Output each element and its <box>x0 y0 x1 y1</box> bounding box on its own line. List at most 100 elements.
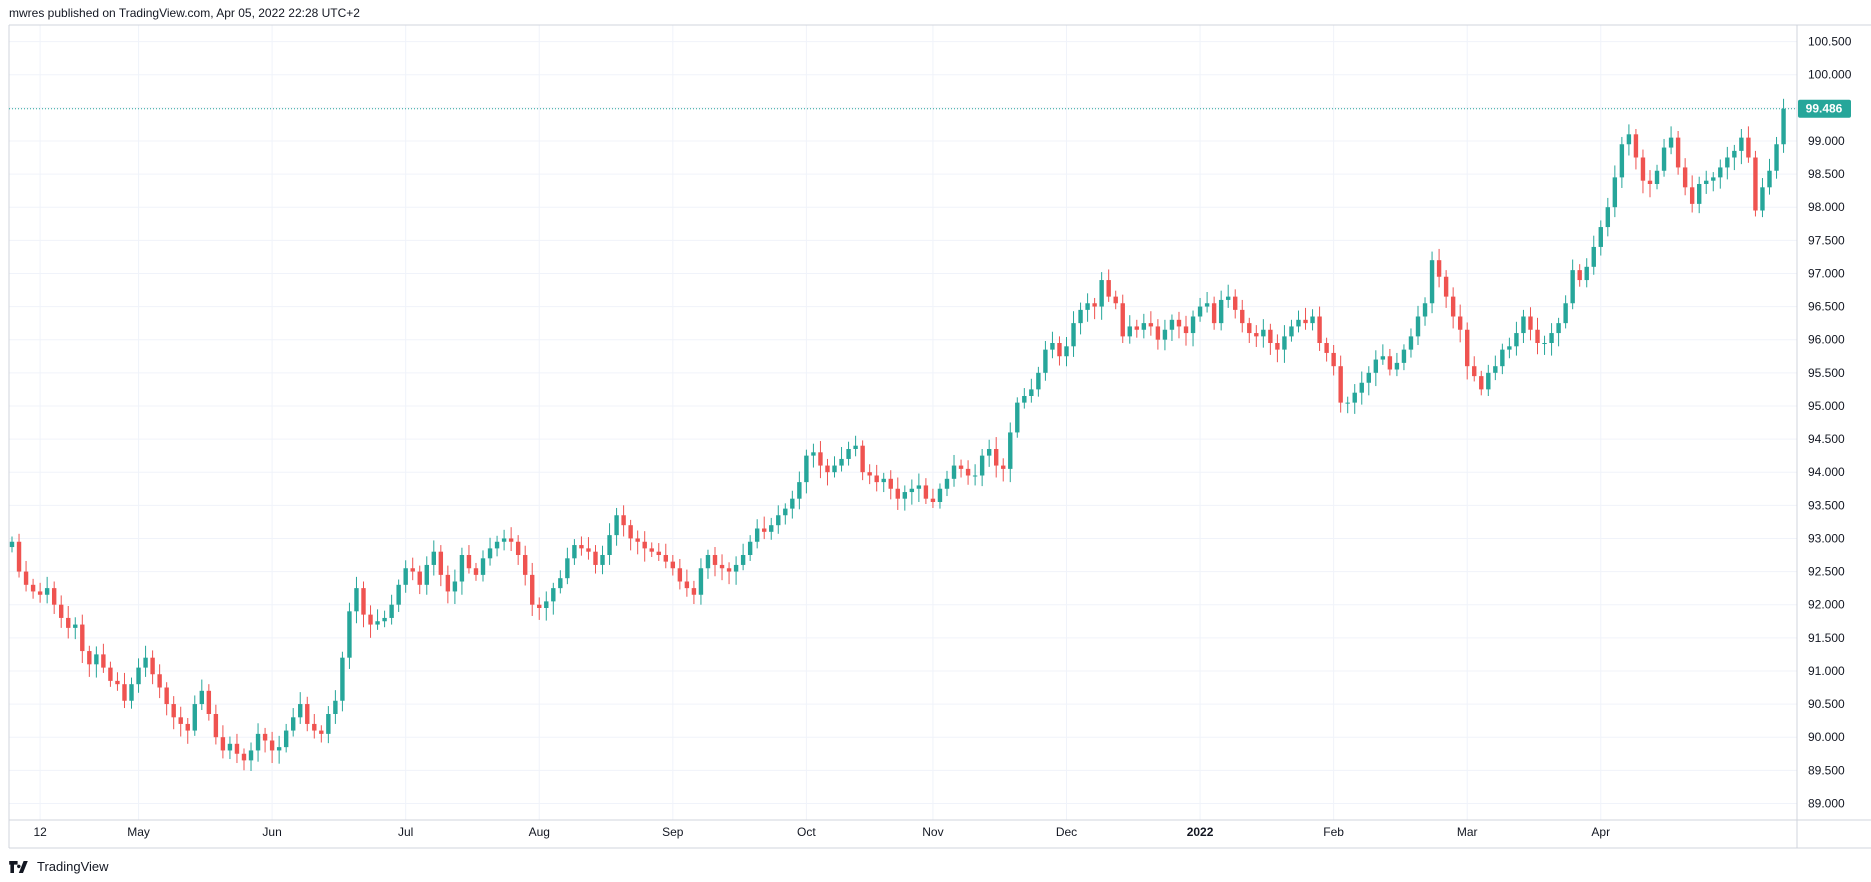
candle-body <box>663 555 668 562</box>
candle <box>347 602 352 669</box>
candle-body <box>480 558 486 575</box>
candle <box>1535 317 1540 355</box>
candle-body <box>1753 157 1758 211</box>
candle-body <box>312 723 317 731</box>
candle <box>1127 315 1132 344</box>
candle-body <box>649 548 654 552</box>
candle-body <box>291 717 296 731</box>
candle-body <box>16 541 22 572</box>
candle-body <box>51 588 57 605</box>
candle <box>1078 302 1083 335</box>
candle <box>642 531 647 562</box>
candle <box>276 735 282 764</box>
candle-body <box>909 488 915 493</box>
candle <box>1099 272 1104 320</box>
candle <box>1338 355 1343 413</box>
candle-body <box>305 704 310 724</box>
candle-body <box>1190 316 1196 334</box>
candle <box>769 517 774 540</box>
candle-body <box>23 571 29 585</box>
candle-body <box>515 541 521 555</box>
candle <box>30 578 36 599</box>
candle-body <box>101 654 106 668</box>
candle <box>1240 299 1245 333</box>
candle <box>1092 297 1097 320</box>
candle <box>1036 366 1041 397</box>
candle-body <box>754 528 760 542</box>
candle <box>1465 322 1470 380</box>
candle-body <box>410 568 415 572</box>
candle <box>846 441 851 466</box>
candle <box>691 580 697 605</box>
candle <box>319 725 324 743</box>
candle-body <box>1345 402 1350 404</box>
price-tick-label: 98.000 <box>1808 200 1845 214</box>
candle <box>600 545 605 575</box>
candle-body <box>1247 323 1252 334</box>
candle-body <box>860 445 865 473</box>
footer: TradingView <box>9 859 109 874</box>
candle-body <box>1647 180 1653 184</box>
candle <box>1732 144 1737 171</box>
candle-body <box>178 717 183 724</box>
price-tick-label: 91.500 <box>1808 631 1845 645</box>
candle <box>1282 325 1287 363</box>
candle <box>1718 159 1723 189</box>
candle <box>508 527 514 552</box>
candle-body <box>94 654 99 665</box>
time-tick-label: Dec <box>1056 825 1077 839</box>
candle-body <box>762 528 767 532</box>
candle <box>403 560 408 593</box>
candle-body <box>776 515 781 526</box>
candle <box>1268 323 1273 355</box>
candle-body <box>1493 366 1498 373</box>
candle <box>537 597 542 620</box>
candle-body <box>445 574 451 592</box>
candle <box>698 558 704 605</box>
candle <box>965 460 971 485</box>
candle-body <box>628 525 633 539</box>
candle <box>1570 259 1575 310</box>
candle <box>143 645 148 677</box>
candle-body <box>572 545 577 559</box>
candle-body <box>403 568 408 585</box>
candle <box>740 543 746 571</box>
candle-body <box>1015 402 1020 433</box>
candle-body <box>1619 144 1625 178</box>
candle-body <box>656 551 661 555</box>
candle-body <box>1050 343 1055 350</box>
candle <box>1668 126 1674 155</box>
candle-body <box>965 468 971 476</box>
candle-body <box>881 478 886 483</box>
candle-body <box>1394 362 1400 370</box>
candle <box>1486 364 1491 396</box>
candle-body <box>87 651 92 665</box>
candle <box>572 539 577 565</box>
candle-body <box>164 687 169 705</box>
candle <box>51 581 57 614</box>
candle <box>530 562 535 616</box>
candle-body <box>1296 319 1301 327</box>
candle <box>515 535 521 565</box>
candle-body <box>1324 343 1329 353</box>
candle-body <box>508 538 514 542</box>
candle <box>1275 334 1280 363</box>
candle <box>1387 348 1393 376</box>
candle <box>839 447 844 472</box>
candle <box>522 545 528 586</box>
candle-body <box>1500 349 1505 367</box>
candle <box>298 692 303 724</box>
candle-body <box>1254 333 1259 337</box>
candle <box>9 536 15 553</box>
price-tick-label: 90.500 <box>1808 697 1845 711</box>
candle-body <box>438 551 444 575</box>
candle <box>705 549 711 579</box>
candle <box>558 570 563 594</box>
price-tick-label: 97.500 <box>1808 233 1845 247</box>
candle-body <box>607 535 612 555</box>
candle <box>473 562 479 581</box>
candle-body <box>368 614 373 625</box>
time-tick-label: Mar <box>1457 825 1478 839</box>
candle-body <box>1022 396 1027 403</box>
candle <box>656 543 661 561</box>
